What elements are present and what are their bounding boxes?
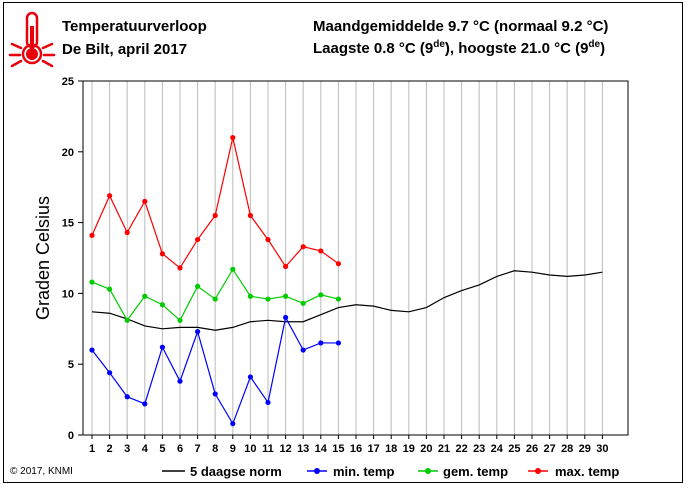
legend-label-gem-temp: gem. temp xyxy=(443,464,508,479)
data-point-gem-temp xyxy=(335,296,341,302)
data-point-min-temp xyxy=(177,378,183,384)
data-point-min-temp xyxy=(335,340,341,346)
x-tick-label: 6 xyxy=(177,443,183,455)
data-point-max-temp xyxy=(124,229,130,236)
data-point-max-temp xyxy=(318,248,324,254)
x-tick-label: 20 xyxy=(420,443,432,455)
x-tick-label: 9 xyxy=(230,443,236,455)
data-point-gem-temp xyxy=(230,266,236,272)
x-tick-label: 28 xyxy=(561,443,573,455)
extremes-text: Laagste 0.8 °C (9de), hoogste 21.0 °C (9… xyxy=(313,39,606,57)
data-point-min-temp xyxy=(159,344,165,350)
y-tick-label: 0 xyxy=(68,430,74,442)
x-tick-label: 7 xyxy=(195,443,201,455)
y-tick-label: 25 xyxy=(62,76,74,88)
legend-label-5-daagse-norm: 5 daagse norm xyxy=(190,464,282,479)
data-point-max-temp xyxy=(335,261,341,267)
y-tick-label: 20 xyxy=(62,147,74,159)
data-point-max-temp xyxy=(247,212,253,219)
x-tick-label: 10 xyxy=(244,443,256,455)
data-point-min-temp xyxy=(142,401,148,407)
y-tick-label: 15 xyxy=(62,218,74,230)
legend-label-max-temp: max. temp xyxy=(555,464,619,479)
x-tick-label: 17 xyxy=(367,443,379,455)
x-tick-label: 30 xyxy=(596,443,608,455)
legend-marker-min-temp xyxy=(314,468,320,474)
data-point-gem-temp xyxy=(318,292,324,298)
data-point-min-temp xyxy=(89,347,95,353)
data-point-min-temp xyxy=(230,421,236,427)
x-tick-label: 12 xyxy=(279,443,291,455)
data-point-min-temp xyxy=(247,374,253,380)
x-tick-label: 21 xyxy=(438,443,450,455)
data-point-max-temp xyxy=(195,236,201,243)
data-point-min-temp xyxy=(265,399,271,406)
data-point-min-temp xyxy=(318,340,324,346)
data-point-gem-temp xyxy=(212,296,218,302)
data-point-gem-temp xyxy=(283,293,289,299)
chart-subtitle: De Bilt, april 2017 xyxy=(62,41,188,58)
x-tick-label: 4 xyxy=(142,443,149,455)
x-tick-label: 16 xyxy=(350,443,362,455)
data-point-gem-temp xyxy=(124,317,130,323)
data-point-gem-temp xyxy=(177,317,183,323)
x-tick-label: 18 xyxy=(385,443,397,455)
x-tick-label: 13 xyxy=(297,443,309,455)
x-tick-label: 23 xyxy=(473,443,485,455)
data-point-max-temp xyxy=(159,251,165,257)
data-point-max-temp xyxy=(177,265,183,271)
data-point-min-temp xyxy=(283,314,289,321)
x-tick-label: 2 xyxy=(107,443,113,455)
x-tick-label: 3 xyxy=(124,443,130,455)
data-point-gem-temp xyxy=(265,296,271,302)
data-point-max-temp xyxy=(142,198,148,204)
legend-label-min-temp: min. temp xyxy=(333,464,394,479)
data-point-max-temp xyxy=(89,232,95,238)
monthly-average-text: Maandgemiddelde 9.7 °C (normaal 9.2 °C) xyxy=(313,18,609,35)
x-tick-label: 22 xyxy=(455,443,467,455)
chart-frame xyxy=(3,2,683,483)
y-tick-label: 10 xyxy=(62,288,74,300)
series-line-5-daagse-norm xyxy=(91,270,603,331)
x-tick-label: 1 xyxy=(89,443,95,455)
data-point-gem-temp xyxy=(142,293,148,299)
chart-title: Temperatuurverloop xyxy=(62,18,207,35)
data-point-gem-temp xyxy=(300,300,306,306)
copyright: © 2017, KNMI xyxy=(10,466,73,477)
y-axis-label: Graden Celsius xyxy=(33,196,53,320)
legend-marker-gem-temp xyxy=(425,468,431,474)
data-point-max-temp xyxy=(212,212,218,219)
x-tick-label: 26 xyxy=(526,443,538,455)
data-point-max-temp xyxy=(230,135,236,141)
data-point-gem-temp xyxy=(107,286,113,292)
legend-marker-max-temp xyxy=(535,468,541,474)
x-tick-label: 19 xyxy=(403,443,415,455)
data-point-max-temp xyxy=(300,244,306,250)
x-tick-label: 15 xyxy=(332,443,344,455)
x-tick-label: 8 xyxy=(212,443,218,455)
x-tick-label: 27 xyxy=(543,443,555,455)
x-tick-label: 24 xyxy=(491,443,504,455)
data-point-min-temp xyxy=(300,347,306,353)
data-point-min-temp xyxy=(124,394,130,400)
x-tick-label: 14 xyxy=(315,443,328,455)
x-tick-label: 25 xyxy=(508,443,520,455)
x-tick-label: 29 xyxy=(579,443,591,455)
data-point-min-temp xyxy=(107,370,113,376)
data-point-min-temp xyxy=(195,329,201,335)
data-point-max-temp xyxy=(265,236,271,243)
data-point-gem-temp xyxy=(159,302,165,308)
data-point-max-temp xyxy=(107,193,113,199)
thermometer-icon xyxy=(8,11,56,68)
data-point-gem-temp xyxy=(247,293,253,299)
data-point-max-temp xyxy=(283,263,289,270)
data-point-min-temp xyxy=(212,391,218,397)
data-point-gem-temp xyxy=(89,279,95,285)
data-point-gem-temp xyxy=(195,283,201,289)
y-tick-label: 5 xyxy=(68,359,74,371)
x-tick-label: 11 xyxy=(262,443,274,455)
x-tick-label: 5 xyxy=(159,443,165,455)
